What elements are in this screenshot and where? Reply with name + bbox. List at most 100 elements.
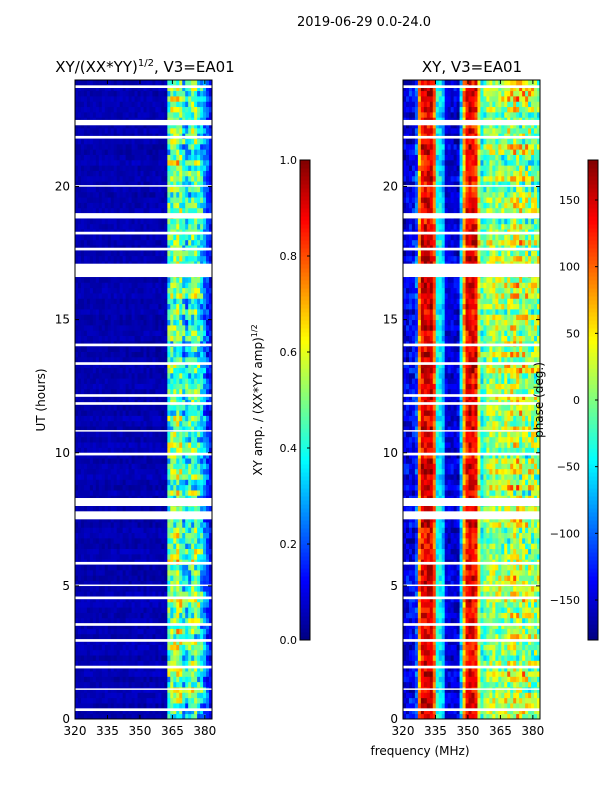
heatmap-cell: [155, 703, 159, 709]
heatmap-cell: [80, 655, 85, 661]
heatmap-cell: [95, 415, 100, 422]
heatmap-cell: [203, 484, 207, 491]
heatmap-cell: [92, 138, 97, 145]
heatmap-cell: [116, 410, 121, 416]
heatmap-cell: [164, 170, 168, 177]
heatmap-cell: [116, 580, 121, 587]
heatmap-cell: [173, 532, 177, 539]
heatmap-cell: [83, 564, 88, 571]
heatmap-cell: [110, 415, 115, 422]
heatmap-cell: [179, 277, 183, 283]
heatmap-cell: [131, 372, 135, 379]
heatmap-cell: [185, 463, 189, 470]
heatmap-cell: [203, 346, 207, 352]
heatmap-cell: [86, 447, 91, 454]
heatmap-cell: [176, 458, 180, 464]
heatmap-cell: [116, 298, 121, 305]
heatmap-cell: [107, 356, 112, 363]
heatmap-cell: [158, 250, 162, 257]
heatmap-cell: [161, 367, 165, 374]
heatmap-cell: [75, 644, 79, 651]
heatmap-cell: [131, 186, 135, 193]
heatmap-cell: [116, 165, 121, 171]
heatmap-cell: [185, 356, 189, 363]
heatmap-cell: [77, 617, 82, 624]
heatmap-cell: [143, 191, 147, 198]
heatmap-cell: [107, 207, 112, 214]
heatmap-cell: [75, 527, 79, 534]
heatmap-cell: [173, 372, 177, 379]
heatmap-cell: [140, 415, 144, 422]
heatmap-cell: [116, 250, 121, 257]
heatmap-cell: [146, 420, 150, 427]
heatmap-cell: [83, 293, 88, 299]
heatmap-cell: [131, 420, 135, 427]
heatmap-cell: [131, 537, 135, 544]
heatmap-cell: [191, 527, 195, 534]
heatmap-cell: [194, 633, 198, 640]
heatmap-cell: [167, 175, 171, 182]
heatmap-cell: [152, 277, 156, 283]
heatmap-cell: [164, 548, 168, 555]
heatmap-cell: [197, 543, 201, 549]
heatmap-cell: [101, 372, 106, 379]
heatmap-cell: [104, 484, 109, 491]
heatmap-cell: [131, 303, 135, 310]
heatmap-cell: [77, 436, 82, 443]
heatmap-cell: [89, 703, 94, 709]
heatmap-cell: [77, 287, 82, 294]
heatmap-cell: [101, 564, 106, 571]
heatmap-cell: [86, 420, 91, 427]
heatmap-cell: [125, 601, 130, 608]
heatmap-cell: [173, 282, 177, 289]
heatmap-cell: [164, 596, 168, 603]
heatmap-cell: [152, 484, 156, 491]
heatmap-cell: [185, 676, 189, 683]
heatmap-cell: [182, 660, 186, 667]
heatmap-cell: [122, 255, 127, 262]
heatmap-cell: [191, 383, 195, 390]
heatmap-cell: [140, 452, 144, 459]
heatmap-cell: [95, 671, 100, 677]
heatmap-cell: [101, 308, 106, 315]
heatmap-cell: [149, 186, 153, 193]
heatmap-cell: [197, 202, 201, 209]
heatmap-cell: [92, 378, 97, 384]
heatmap-cell: [161, 607, 165, 613]
heatmap-cell: [167, 282, 171, 289]
heatmap-cell: [206, 287, 210, 294]
heatmap-cell: [86, 415, 91, 422]
heatmap-cell: [80, 569, 85, 576]
heatmap-cell: [77, 521, 82, 528]
heatmap-cell: [194, 319, 198, 326]
heatmap-cell: [173, 378, 177, 384]
heatmap-cell: [110, 601, 115, 608]
heatmap-cell: [191, 452, 195, 459]
heatmap-cell: [173, 628, 177, 635]
heatmap-cell: [119, 335, 124, 342]
heatmap-cell: [80, 202, 85, 209]
heatmap-cell: [182, 692, 186, 699]
heatmap-cell: [164, 564, 168, 571]
heatmap-cell: [179, 303, 183, 310]
heatmap-cell: [134, 170, 138, 177]
heatmap-cell: [77, 681, 82, 688]
heatmap-cell: [80, 346, 85, 352]
heatmap-cell: [75, 452, 79, 459]
heatmap-cell: [77, 303, 82, 310]
heatmap-cell: [170, 649, 174, 656]
heatmap-cell: [194, 314, 198, 321]
heatmap-cell: [122, 697, 127, 704]
title-main: XY/(XX*YY): [55, 58, 138, 76]
heatmap-cell: [209, 671, 213, 677]
heatmap-cell: [119, 202, 124, 209]
heatmap-cell: [137, 191, 141, 198]
heatmap-cell: [149, 303, 153, 310]
heatmap-cell: [80, 255, 85, 262]
heatmap-cell: [191, 410, 195, 416]
heatmap-cell: [158, 506, 162, 512]
heatmap-cell: [75, 346, 79, 352]
heatmap-cell: [179, 324, 183, 331]
heatmap-cell: [92, 298, 97, 305]
heatmap-cell: [158, 324, 162, 331]
